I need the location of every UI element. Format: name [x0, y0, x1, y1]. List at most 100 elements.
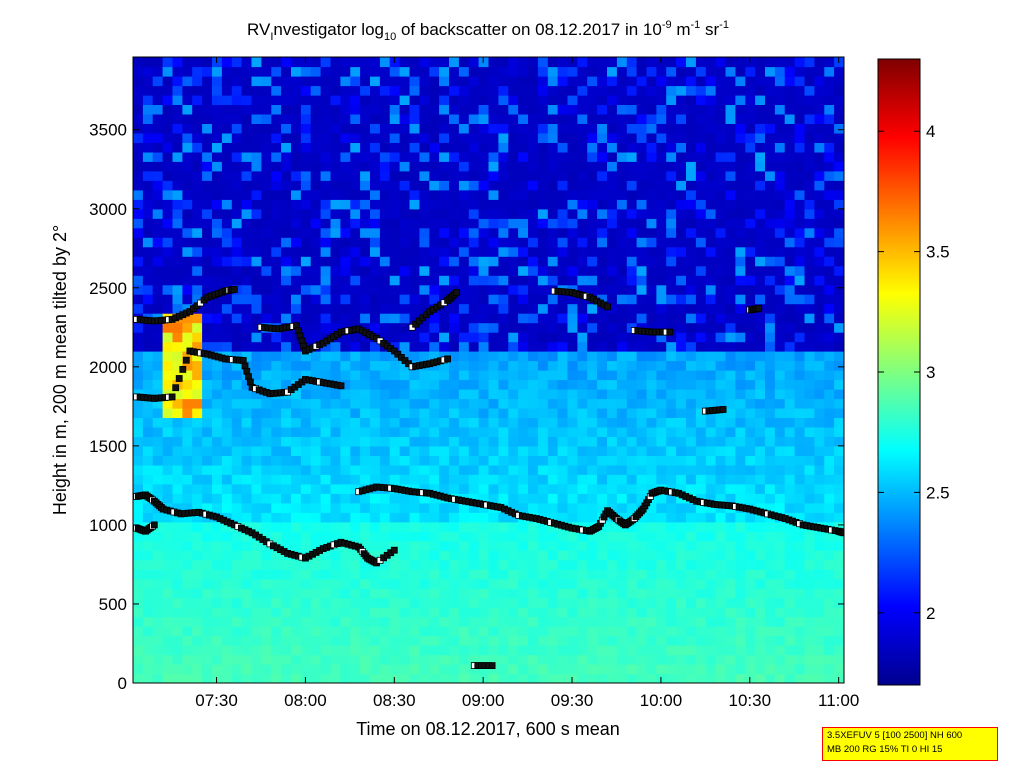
heat-cell [636, 199, 648, 210]
heat-cell [745, 654, 756, 665]
heat-cell [794, 607, 806, 618]
heat-cell [162, 550, 174, 561]
heat-cell [824, 474, 835, 485]
heat-cell [241, 464, 253, 475]
heat-cell [330, 294, 341, 305]
heat-cell [231, 256, 243, 267]
heat-cell [370, 493, 381, 504]
heat-cell [834, 284, 844, 295]
heat-cell [508, 76, 519, 87]
heat-cell [142, 123, 154, 134]
heat-cell [399, 588, 411, 599]
heat-cell [261, 161, 272, 172]
heat-cell [340, 218, 351, 229]
heat-cell [686, 521, 697, 532]
heat-cell [231, 370, 243, 381]
heat-cell [587, 199, 598, 210]
heat-cell [251, 370, 262, 381]
heat-cell [597, 673, 608, 683]
heat-cell [774, 407, 786, 418]
heat-cell [429, 94, 440, 105]
heat-cell [765, 180, 776, 191]
heat-cell [271, 512, 282, 523]
heat-cell [705, 445, 717, 456]
heat-cell [409, 265, 420, 276]
heat-cell [547, 151, 559, 162]
heat-cell [182, 256, 193, 267]
heat-cell [320, 351, 332, 362]
heat-cell [715, 303, 727, 314]
heat-cell [824, 351, 835, 362]
heat-cell [202, 474, 213, 485]
heat-cell [488, 540, 499, 551]
heat-cell [458, 151, 470, 162]
heat-cell [419, 597, 430, 608]
heat-cell [626, 654, 638, 665]
heat-cell [162, 673, 174, 683]
heat-cell [518, 597, 529, 608]
heat-cell [291, 531, 302, 542]
heat-cell [271, 464, 282, 475]
heat-cell [399, 502, 411, 513]
heat-cell [379, 664, 391, 675]
heat-cell [784, 151, 796, 162]
heat-cell [340, 170, 351, 181]
heat-cell [577, 654, 588, 665]
heat-cell [439, 303, 450, 314]
heat-cell [251, 389, 262, 400]
heat-cell [251, 66, 262, 77]
heat-cell [676, 275, 687, 286]
heat-cell [389, 76, 401, 87]
heat-cell [291, 85, 302, 96]
heat-cell [271, 76, 282, 87]
heat-cell [231, 607, 243, 618]
heat-cell [646, 66, 657, 77]
heat-cell [686, 559, 697, 570]
heat-cell [636, 189, 648, 200]
heat-cell [152, 398, 164, 409]
heat-cell [626, 161, 638, 172]
heat-cell [221, 550, 233, 561]
heat-cell [133, 588, 144, 599]
heat-cell [231, 616, 243, 627]
heat-cell [172, 588, 183, 599]
heat-cell [192, 313, 203, 324]
heat-cell [794, 550, 806, 561]
heat-cell [409, 626, 420, 637]
heat-cell [498, 351, 509, 362]
heat-cell [528, 635, 539, 646]
heat-cell [360, 151, 371, 162]
heat-cell [261, 502, 272, 513]
heat-cell [755, 265, 766, 276]
heat-cell [834, 417, 844, 428]
heat-cell [291, 123, 302, 134]
heat-cell [192, 474, 203, 485]
heat-cell [755, 246, 766, 257]
heat-cell [172, 445, 183, 456]
heat-cell [458, 673, 470, 683]
heat-cell [320, 616, 332, 627]
heat-cell [735, 85, 746, 96]
heat-cell [389, 654, 401, 665]
heat-cell [300, 426, 312, 437]
heat-cell [824, 256, 835, 267]
heat-cell [419, 180, 430, 191]
heat-cell [152, 455, 164, 466]
heat-cell [172, 531, 183, 542]
heat-cell [419, 398, 430, 409]
heat-cell [399, 66, 411, 77]
heat-cell [745, 132, 756, 143]
heat-cell [162, 275, 174, 286]
heat-cell [241, 322, 253, 333]
heat-cell [379, 626, 391, 637]
heat-cell [360, 635, 371, 646]
heat-cell [330, 569, 341, 580]
heat-cell [320, 360, 332, 371]
heat-cell [528, 341, 539, 352]
heat-cell [488, 531, 499, 542]
heat-cell [725, 559, 736, 570]
heat-cell [725, 531, 736, 542]
heat-cell [399, 199, 411, 210]
heat-cell [458, 94, 470, 105]
heat-cell [152, 559, 164, 570]
